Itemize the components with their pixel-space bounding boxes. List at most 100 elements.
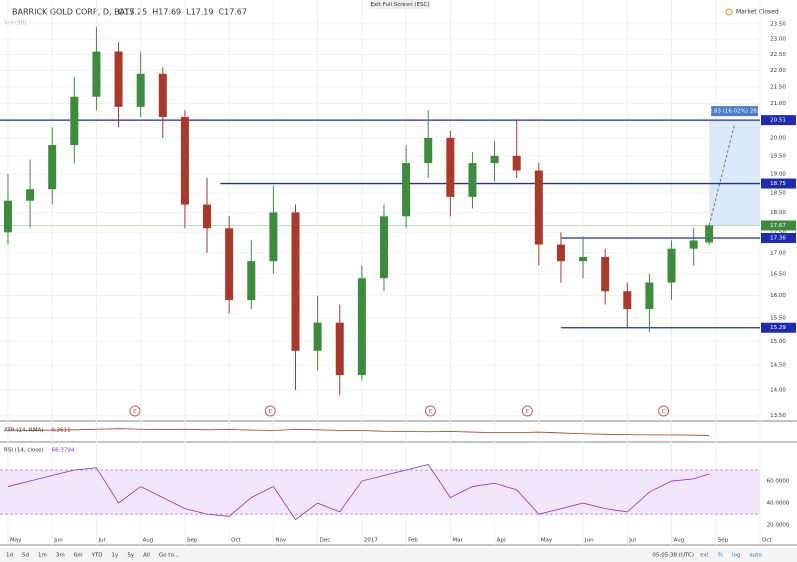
y-tick-label: 21.50 [770,84,786,90]
x-tick-label: Dec [320,538,331,544]
earnings-marker[interactable] [264,405,276,417]
ohlc-value: H17.69 [152,8,181,17]
indicator-title: ATR (14, RMA) [4,428,43,434]
clock: 05:05:38 (UTC) [652,553,694,559]
range-button[interactable]: 6m [74,553,83,559]
y-tick-label: 40.0000 [767,501,790,507]
candle-body [136,73,145,107]
candle-body [534,170,543,245]
candle-body [335,322,344,376]
candle-body [402,163,411,217]
measure-label: 2.83 (16.02%) 283 [709,109,761,115]
y-tick-label: 19.00 [770,172,786,178]
y-tick-label: 23.50 [770,21,786,27]
measure-arrow [708,124,736,226]
earnings-label: E [133,409,137,415]
toolbar [0,548,797,562]
candle-body [623,291,632,310]
candle-body [556,244,565,262]
range-button[interactable]: All [143,553,150,559]
x-tick-label: May [10,538,22,544]
x-tick-label: Jul [628,538,636,544]
candle-body [225,228,234,301]
earnings-label: E [662,409,666,415]
ohlc-value: O17.25 [118,8,147,17]
scale-option[interactable]: auto [749,553,762,559]
y-tick-label: 14.50 [770,363,786,369]
y-tick-label: 18.00 [770,210,786,216]
candle-body [424,137,433,164]
candle-body [180,117,189,205]
y-tick-label: 60.0000 [767,479,790,485]
y-tick-label: 22.00 [770,68,786,74]
x-tick-label: Jul [97,538,105,544]
y-tick-label: 23.00 [770,37,786,43]
measure-label-box [711,106,758,117]
candle-body [247,261,256,301]
y-tick-label: 14.00 [770,388,786,394]
y-tick-label: 16.50 [770,271,786,277]
earnings-marker[interactable] [129,405,141,417]
level-label: 17.36 [770,235,786,241]
y-tick-label: 20.0000 [767,523,790,529]
y-tick-label: 22.50 [770,52,786,58]
ohlc-value: C17.67 [218,8,247,17]
last-price-tag [761,220,796,231]
candle-body [512,155,521,171]
ohlc-value: L17.19 [186,8,213,17]
candle-body [203,204,212,229]
candle-body [313,322,322,351]
candle-body [70,96,79,146]
x-tick-label: Aug [674,538,685,544]
candle-body [48,145,57,190]
range-button[interactable]: 5d [22,553,29,559]
fullscreen-button[interactable] [370,0,430,9]
range-button[interactable]: 1y [112,553,119,559]
level-tag [761,178,796,189]
level-tag [761,232,796,243]
candle-body [705,225,714,243]
candle-body [291,212,300,351]
candle-body [269,212,278,262]
earnings-marker[interactable] [521,405,533,417]
candle-body [3,200,12,233]
level-label: 15.29 [770,325,786,331]
indicator-line [7,428,710,436]
last-price-label: 17.67 [770,223,786,229]
candle-body [357,278,366,376]
x-tick-label: May [541,538,553,544]
x-tick-label: Sep [187,538,198,544]
range-button[interactable]: Go to... [159,553,179,559]
level-label: 18.75 [770,181,786,187]
scale-option[interactable]: log [732,553,740,559]
candle-body [689,240,698,249]
x-tick-label: Oct [762,538,772,544]
candle-body [601,256,610,292]
candle-body [468,163,477,197]
x-tick-label: Apr [497,538,507,544]
range-button[interactable]: 1d [6,553,13,559]
scale-option[interactable]: ext [700,553,710,559]
earnings-marker[interactable] [424,405,436,417]
indicator-title: RSI (14, close) [4,448,44,454]
range-button[interactable]: YTD [91,553,103,559]
scale-option[interactable]: % [718,553,723,559]
x-tick-label: Sep [718,538,729,544]
fullscreen-text[interactable]: Exit Full Screen (ESC) [370,2,429,8]
earnings-marker[interactable] [658,405,670,417]
y-tick-label: 17.50 [770,230,786,236]
indicator-line [7,464,710,521]
range-button[interactable]: 1m [38,553,47,559]
range-button[interactable]: 5y [127,553,134,559]
candle-body [446,137,455,197]
x-tick-label: Jun [584,538,594,544]
measure-box [709,120,760,226]
candle-body [114,51,123,107]
y-tick-label: 20.00 [770,135,786,141]
range-button[interactable]: 3m [56,553,65,559]
x-tick-label: Nov [275,538,286,544]
candle-body [379,216,388,279]
